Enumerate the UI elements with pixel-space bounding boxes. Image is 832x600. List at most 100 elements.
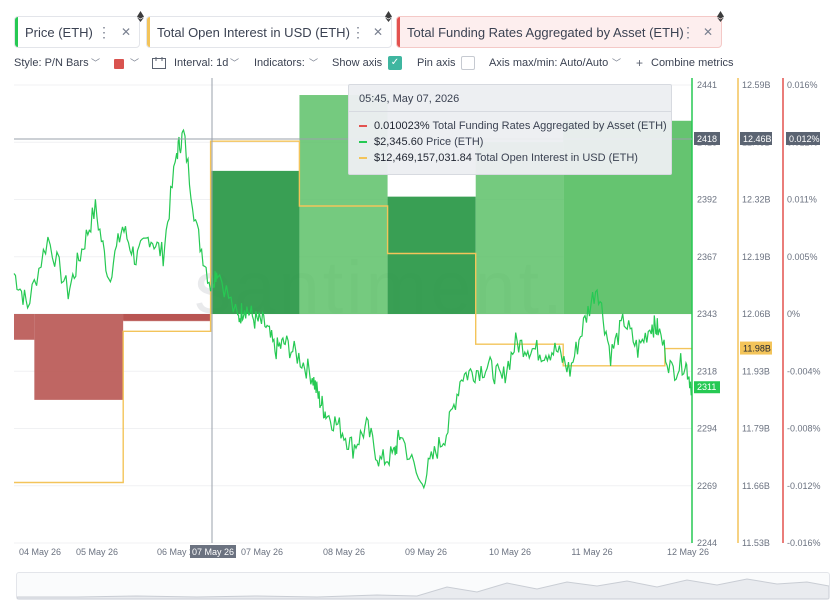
interval-icon bbox=[152, 57, 166, 69]
price-axis-tick: 2318 bbox=[697, 366, 717, 376]
funding-rate-crosshair-tag: 0.012% bbox=[789, 134, 820, 144]
x-tick-label: 11 May 26 bbox=[571, 547, 612, 557]
plus-icon[interactable]: + bbox=[636, 56, 644, 70]
more-options-icon[interactable]: ⋮ bbox=[681, 24, 695, 40]
funding-rate-axis-tick: -0.016% bbox=[787, 538, 821, 548]
x-tick-label: 05 May 26 bbox=[76, 547, 118, 557]
funding-rate-bar bbox=[14, 314, 35, 340]
funding-rate-axis-tick: -0.012% bbox=[787, 481, 821, 491]
pin-axis-label: Pin axis bbox=[417, 57, 456, 69]
x-tick-label: 10 May 26 bbox=[489, 547, 531, 557]
tooltip-label: Total Funding Rates Aggregated by Asset … bbox=[432, 120, 667, 132]
tooltip-value: $12,469,157,031.84 bbox=[374, 152, 472, 164]
metric-chips: Price (ETH) ⋮ ✕ Total Open Interest in U… bbox=[0, 11, 832, 48]
series-marker bbox=[359, 141, 367, 144]
price-axis-tick: 2244 bbox=[697, 538, 717, 548]
eth-icon bbox=[137, 11, 144, 22]
close-icon[interactable]: ✕ bbox=[121, 25, 132, 39]
style-dropdown[interactable]: Style: P/N Bars bbox=[14, 57, 89, 69]
price-last-tag: 2311 bbox=[697, 382, 716, 392]
metric-label: Price (ETH) bbox=[25, 24, 93, 40]
style-color-swatch[interactable] bbox=[114, 59, 124, 69]
funding-rate-bar bbox=[123, 314, 211, 320]
funding-rate-axis-tick: 0.005% bbox=[787, 252, 818, 262]
pin-axis-checkbox[interactable] bbox=[461, 56, 475, 70]
x-tick-label: 12 May 26 bbox=[667, 547, 709, 557]
crosshair-date-tag: 07 May 26 bbox=[192, 547, 234, 557]
close-icon[interactable]: ✕ bbox=[703, 25, 714, 39]
open-interest-axis-tick: 12.06B bbox=[742, 309, 771, 319]
tooltip-value: 0.010023% bbox=[374, 120, 430, 132]
metric-color-bar bbox=[15, 17, 18, 47]
range-navigator[interactable] bbox=[16, 572, 830, 600]
tooltip-label: Price (ETH) bbox=[426, 136, 484, 148]
tooltip-time: 05:45, May 07, 2026 bbox=[359, 93, 460, 105]
x-axis: 04 May 26 05 May 26 06 May 26 07 May 26 08 M… bbox=[19, 545, 709, 558]
chevron-down-icon[interactable]: ﹀ bbox=[91, 58, 101, 68]
price-axis-tick: 2441 bbox=[697, 80, 717, 90]
close-icon[interactable]: ✕ bbox=[373, 25, 384, 39]
series-marker bbox=[359, 125, 367, 128]
show-axis-checkbox[interactable]: ✓ bbox=[388, 56, 402, 70]
price-last-tag-bg bbox=[694, 381, 720, 394]
open-interest-crosshair-tag-bg bbox=[740, 132, 772, 145]
metric-color-bar bbox=[397, 17, 400, 47]
indicators-dropdown[interactable]: Indicators: bbox=[254, 57, 305, 69]
interval-dropdown[interactable]: Interval: 1d bbox=[174, 57, 229, 69]
open-interest-axis-tick: 12.32B bbox=[742, 195, 771, 205]
open-interest-line bbox=[14, 140, 692, 484]
funding-rate-axis-tick: 0% bbox=[787, 309, 800, 319]
metric-label: Total Funding Rates Aggregated by Asset … bbox=[407, 24, 684, 40]
range-navigator-sparkline bbox=[16, 578, 830, 600]
funding-rate-axis-tick: 0.016% bbox=[787, 80, 818, 90]
open-interest-last-tag: 11.98B bbox=[743, 344, 771, 354]
tooltip-row-open-interest: $12,469,157,031.84 Total Open Interest i… bbox=[359, 152, 638, 164]
x-tick-label: 07 May 26 bbox=[241, 547, 283, 557]
price-axis-tick: 2269 bbox=[697, 481, 717, 491]
more-options-icon[interactable]: ⋮ bbox=[97, 24, 111, 40]
open-interest-axis-tick: 11.79B bbox=[742, 424, 770, 434]
metric-chip-open-interest[interactable]: Total Open Interest in USD (ETH) ⋮ ✕ bbox=[146, 11, 392, 48]
chevron-down-icon[interactable]: ﹀ bbox=[130, 58, 140, 68]
tooltip-value: $2,345.60 bbox=[374, 136, 423, 148]
metric-color-bar bbox=[147, 17, 150, 47]
price-axis-tick: 2343 bbox=[697, 309, 717, 319]
chevron-down-icon[interactable]: ﹀ bbox=[612, 58, 622, 68]
chart-toolbar: Style: P/N Bars ﹀ ﹀ Interval: 1d ﹀ Indic… bbox=[0, 54, 832, 74]
more-options-icon[interactable]: ⋮ bbox=[351, 24, 365, 40]
tooltip: 05:45, May 07, 2026 0.010023% Total Fund… bbox=[348, 84, 672, 175]
funding-rate-axis-tick: -0.008% bbox=[787, 424, 821, 434]
open-interest-series bbox=[14, 140, 692, 484]
price-series bbox=[13, 128, 693, 490]
crosshair: 2418 12.46B 0.012% 2311 11.98B bbox=[14, 78, 820, 543]
x-tick-label: 08 May 26 bbox=[323, 547, 365, 557]
open-interest-axis-tick: 11.93B bbox=[742, 366, 770, 376]
price-axis-tick: 2367 bbox=[697, 252, 717, 262]
axis-maxmin-dropdown[interactable]: Axis max/min: Auto/Auto bbox=[489, 57, 609, 69]
price-axis-tick: 2392 bbox=[697, 195, 717, 205]
funding-rate-bar bbox=[387, 196, 476, 314]
open-interest-last-tag-bg bbox=[740, 341, 772, 355]
axes: 2441 2418 2392 2367 2343 2318 2294 2269 2244 12.5… bbox=[691, 78, 821, 548]
chart-canvas[interactable]: santiment. 24412418239223672343231822942… bbox=[0, 78, 832, 568]
chevron-down-icon[interactable]: ﹀ bbox=[230, 58, 240, 68]
metric-chip-funding-rates[interactable]: Total Funding Rates Aggregated by Asset … bbox=[396, 11, 724, 48]
funding-rate-axis-tick: 0.011% bbox=[787, 195, 817, 205]
chevron-down-icon[interactable]: ﹀ bbox=[309, 58, 319, 68]
price-crosshair-tag-bg bbox=[694, 132, 720, 145]
funding-rate-crosshair-tag-bg bbox=[786, 132, 820, 145]
price-crosshair-tag: 2418 bbox=[697, 134, 717, 144]
tooltip-label: Total Open Interest in USD (ETH) bbox=[474, 152, 638, 164]
open-interest-axis-tick: 12.59B bbox=[742, 80, 771, 90]
funding-rate-bar bbox=[34, 314, 124, 400]
open-interest-crosshair-tag: 12.46B bbox=[743, 134, 772, 144]
combine-metrics-button[interactable]: Combine metrics bbox=[651, 57, 734, 69]
x-tick-label: 06 May 26 bbox=[157, 547, 199, 557]
open-interest-axis-tick: 11.66B bbox=[742, 481, 770, 491]
tooltip-divider bbox=[349, 111, 671, 112]
price-axis-tick: 2294 bbox=[697, 424, 717, 434]
metric-chip-price[interactable]: Price (ETH) ⋮ ✕ bbox=[14, 11, 144, 48]
metric-label: Total Open Interest in USD (ETH) bbox=[157, 24, 350, 40]
funding-rate-axis-tick: -0.004% bbox=[787, 366, 821, 376]
crosshair-date-tag-bg bbox=[190, 545, 236, 558]
